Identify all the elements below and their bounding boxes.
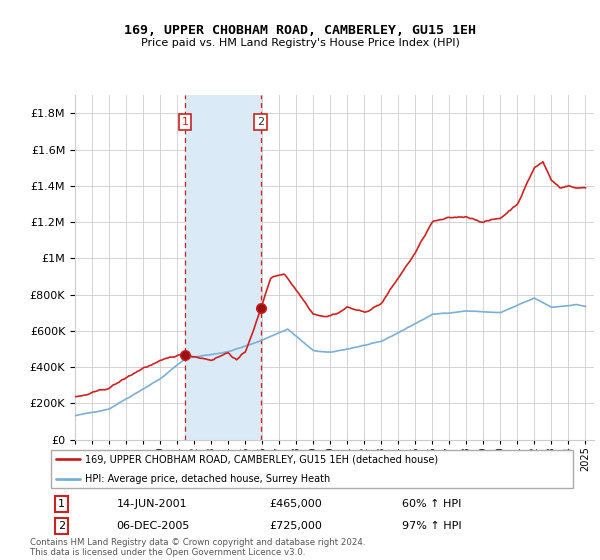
- Text: £465,000: £465,000: [270, 498, 323, 508]
- Text: 14-JUN-2001: 14-JUN-2001: [116, 498, 187, 508]
- Bar: [185, 95, 261, 440]
- Text: 169, UPPER CHOBHAM ROAD, CAMBERLEY, GU15 1EH: 169, UPPER CHOBHAM ROAD, CAMBERLEY, GU15…: [124, 24, 476, 36]
- Text: 1: 1: [58, 498, 65, 508]
- Text: 60% ↑ HPI: 60% ↑ HPI: [402, 498, 461, 508]
- Text: 06-DEC-2005: 06-DEC-2005: [116, 521, 190, 531]
- Text: 1: 1: [181, 117, 188, 127]
- Text: Contains HM Land Registry data © Crown copyright and database right 2024.
This d: Contains HM Land Registry data © Crown c…: [30, 538, 365, 557]
- Text: 2: 2: [257, 117, 265, 127]
- FancyBboxPatch shape: [50, 450, 574, 488]
- Text: Price paid vs. HM Land Registry's House Price Index (HPI): Price paid vs. HM Land Registry's House …: [140, 38, 460, 48]
- Text: £725,000: £725,000: [270, 521, 323, 531]
- Text: 169, UPPER CHOBHAM ROAD, CAMBERLEY, GU15 1EH (detached house): 169, UPPER CHOBHAM ROAD, CAMBERLEY, GU15…: [85, 454, 438, 464]
- Text: 97% ↑ HPI: 97% ↑ HPI: [402, 521, 461, 531]
- Text: 2: 2: [58, 521, 65, 531]
- Text: HPI: Average price, detached house, Surrey Heath: HPI: Average price, detached house, Surr…: [85, 474, 330, 484]
